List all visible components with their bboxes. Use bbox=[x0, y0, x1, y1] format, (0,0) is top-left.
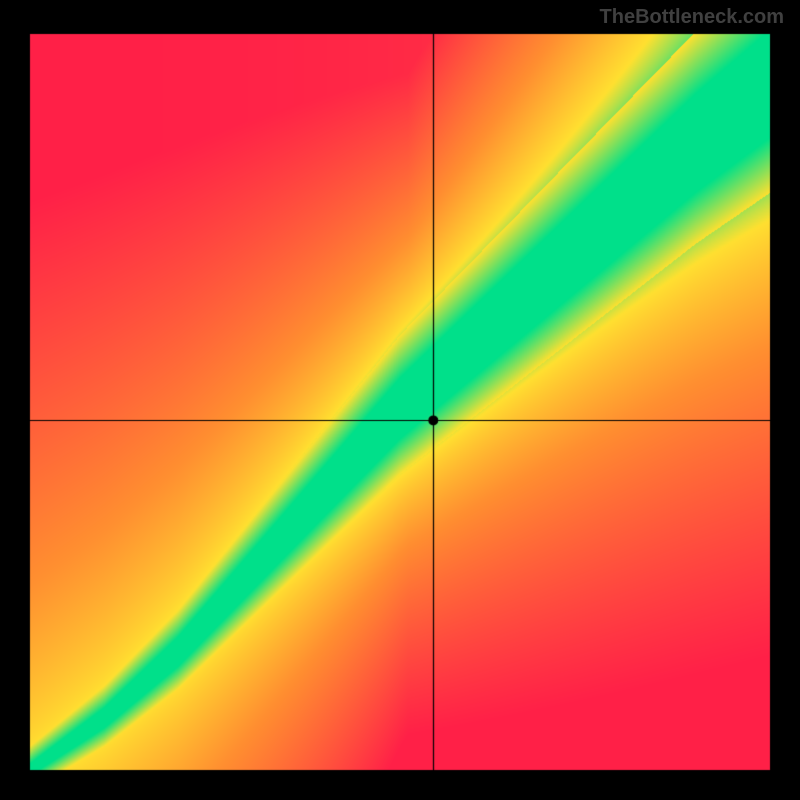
chart-container: { "watermark": { "text": "TheBottleneck.… bbox=[0, 0, 800, 800]
watermark-text: TheBottleneck.com bbox=[600, 6, 784, 29]
bottleneck-heatmap bbox=[0, 0, 800, 800]
